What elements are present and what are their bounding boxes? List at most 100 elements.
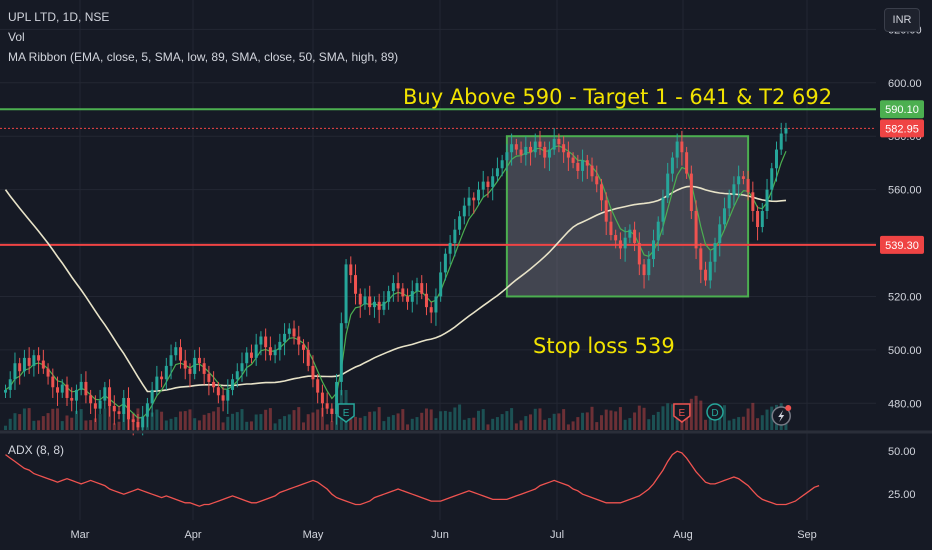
volume-bar	[708, 412, 712, 430]
candle-body	[287, 328, 291, 334]
volume-bar	[524, 416, 528, 430]
volume-bar	[533, 408, 537, 430]
ema-line	[5, 145, 787, 419]
volume-bar	[472, 417, 476, 430]
candle-body	[32, 355, 36, 366]
volume-bar	[495, 417, 499, 430]
buy_level-tag	[880, 100, 924, 119]
candle-body	[685, 152, 689, 174]
volume-bar	[410, 418, 414, 430]
candle-body	[51, 376, 55, 388]
candle-body	[396, 283, 400, 289]
volume-bar	[240, 409, 244, 430]
ema-polyline	[5, 145, 787, 419]
volume-bar	[722, 405, 726, 430]
candle-body	[160, 376, 164, 380]
candle-body	[784, 128, 788, 134]
volume-bar	[354, 416, 358, 430]
volume-bar	[358, 417, 362, 430]
volume-bar	[458, 404, 462, 430]
volume-bar	[311, 412, 315, 430]
adx-tick-label: 25.00	[888, 489, 916, 501]
candle-body	[652, 240, 656, 260]
volume-bar	[538, 408, 542, 430]
candle-body	[491, 176, 495, 187]
candle-body	[174, 347, 178, 356]
volume-bar	[278, 419, 282, 430]
candle-body	[604, 200, 608, 222]
currency-button[interactable]: INR	[884, 8, 920, 32]
price-axis[interactable]: 620.00600.00580.00560.00540.00520.00500.…	[888, 24, 922, 410]
volume-bar	[164, 420, 168, 430]
adx-polyline	[5, 450, 820, 507]
volume-bar	[618, 407, 622, 430]
candle-body	[680, 141, 684, 153]
volume-bar	[680, 417, 684, 430]
volume-bar	[694, 395, 698, 430]
vol-legend[interactable]: Vol	[8, 30, 25, 44]
volume-bar	[226, 416, 230, 430]
volume-bar	[727, 420, 731, 430]
candle-body	[562, 144, 566, 153]
last_price-tag	[880, 119, 924, 138]
volume-bar	[784, 422, 788, 430]
candle-body	[202, 363, 206, 374]
volume-bar	[439, 411, 443, 430]
stop-loss-annotation: Stop loss 539	[533, 334, 675, 358]
adx-legend[interactable]: ADX (8, 8)	[8, 443, 65, 457]
adx-axis[interactable]: 50.00 25.00	[888, 446, 916, 501]
candle-body	[60, 384, 64, 393]
candle-body	[325, 403, 329, 409]
candle-body	[510, 144, 514, 153]
candle-body	[434, 296, 438, 313]
candle-body	[732, 184, 736, 195]
volume-bar	[424, 408, 428, 430]
volume-bar	[519, 420, 523, 430]
volume-bar	[604, 409, 608, 430]
candle-body	[226, 389, 230, 401]
candle-body	[718, 224, 722, 244]
candle-body	[22, 357, 26, 372]
volume-bar	[642, 407, 646, 430]
candle-body	[136, 421, 140, 428]
candle-body	[387, 291, 391, 302]
candle-body	[770, 168, 774, 190]
volume-bar	[245, 421, 249, 430]
ma-ribbon-legend[interactable]: MA Ribbon (EMA, close, 5, SMA, low, 89, …	[8, 50, 399, 64]
candle-body	[84, 381, 88, 396]
volume-bar	[581, 412, 585, 430]
candle-body	[642, 264, 646, 276]
volume-bar	[514, 423, 518, 430]
volume-bar	[552, 413, 556, 430]
volume-bar	[590, 406, 594, 430]
candle-body	[547, 149, 551, 158]
candle-body	[112, 405, 116, 412]
volume-bar	[18, 414, 22, 430]
candle-body	[472, 197, 476, 201]
candle-body	[93, 403, 97, 409]
symbol-title[interactable]: UPL LTD, 1D, NSE	[8, 10, 110, 24]
candle-body	[306, 349, 310, 366]
volume-bar	[363, 416, 367, 430]
time-axis[interactable]: Mar Apr May Jun Jul Aug Sep	[71, 529, 817, 541]
volume-bar	[183, 411, 187, 430]
candle-body	[27, 357, 31, 366]
candle-body	[689, 173, 693, 211]
volume-bar	[74, 410, 78, 430]
volume-bar	[477, 410, 480, 430]
volume-bar	[637, 405, 641, 430]
candle-body	[514, 144, 518, 150]
volume-bar	[283, 416, 287, 430]
volume-bar	[661, 406, 665, 430]
volume-bar	[666, 403, 670, 430]
candle-body	[519, 149, 523, 155]
volume-bar	[98, 414, 102, 430]
volume-bar	[467, 418, 471, 430]
candle-body	[614, 235, 618, 241]
buy-annotation: Buy Above 590 - Target 1 - 641 & T2 692	[403, 85, 833, 109]
volume-bar	[4, 425, 7, 430]
candle-body	[765, 189, 769, 211]
candle-body	[169, 355, 173, 366]
